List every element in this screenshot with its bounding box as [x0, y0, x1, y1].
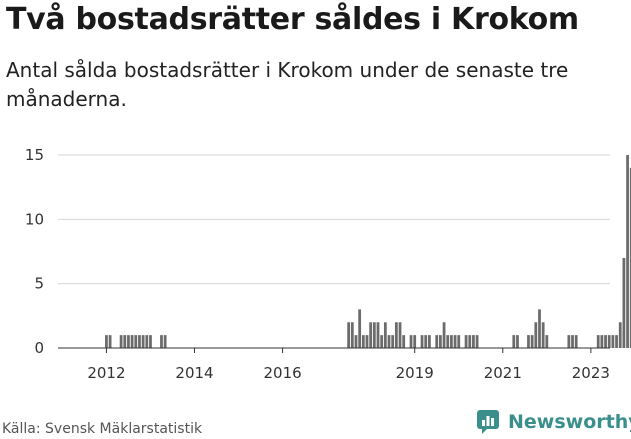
bar	[622, 257, 626, 348]
bar	[457, 335, 461, 348]
y-axis-labels: 0 5 10 15	[25, 146, 44, 357]
bar	[365, 335, 369, 348]
bar	[420, 335, 424, 348]
x-tick-label: 2014	[175, 364, 213, 382]
bar	[607, 335, 611, 348]
x-tick-label: 2021	[484, 364, 522, 382]
bar	[516, 335, 519, 348]
y-tick-label: 15	[25, 146, 44, 164]
bar	[376, 322, 380, 348]
bar	[629, 167, 631, 348]
y-tick-label: 10	[25, 210, 44, 228]
bar	[571, 335, 574, 348]
bar	[402, 335, 406, 348]
bar	[530, 335, 534, 348]
chart-title: Två bostadsrätter såldes i Krokom	[6, 2, 579, 37]
bar	[567, 335, 571, 348]
bar	[453, 335, 457, 348]
x-tick-label: 2012	[87, 364, 125, 382]
bar	[108, 335, 112, 348]
bar	[475, 335, 479, 348]
chart-subtitle: Antal sålda bostadsrätter i Krokom under…	[6, 58, 569, 111]
y-tick-label: 0	[34, 339, 44, 357]
bar	[130, 335, 134, 348]
bar	[123, 335, 127, 348]
bar	[442, 322, 446, 348]
bar	[545, 335, 549, 348]
bar	[138, 335, 141, 348]
bar	[527, 335, 530, 348]
gridlines	[58, 154, 610, 349]
bar	[141, 335, 145, 348]
bar	[611, 335, 615, 348]
bar	[127, 335, 130, 348]
newsworthy-logo-icon	[477, 410, 499, 434]
bar	[439, 335, 442, 348]
bar	[618, 322, 622, 348]
bar	[105, 335, 108, 348]
bar	[600, 335, 604, 348]
bar	[391, 335, 395, 348]
x-tick-label: 2016	[263, 364, 301, 382]
newsworthy-logo[interactable]: Newsworthy	[476, 409, 631, 435]
bar	[435, 335, 439, 348]
bar	[387, 335, 391, 348]
bar	[450, 335, 453, 348]
bar	[369, 322, 373, 348]
bar	[358, 309, 362, 348]
bar	[361, 335, 365, 348]
bar	[409, 335, 413, 348]
bar	[354, 335, 358, 348]
bar	[149, 335, 152, 348]
bars	[105, 155, 631, 348]
bar	[626, 155, 629, 348]
bar	[574, 335, 578, 348]
bar	[512, 335, 516, 348]
bar	[372, 322, 376, 348]
bar	[350, 322, 354, 348]
bar	[472, 335, 475, 348]
bar	[398, 322, 402, 348]
x-tick-label: 2023	[572, 364, 610, 382]
y-tick-label: 5	[34, 275, 44, 293]
bar	[596, 335, 600, 348]
bar	[119, 335, 123, 348]
bar	[538, 309, 541, 348]
bar	[534, 322, 538, 348]
x-tick-label: 2019	[396, 364, 434, 382]
bar	[468, 335, 472, 348]
bar	[163, 335, 167, 348]
bar	[446, 335, 450, 348]
bar	[424, 335, 428, 348]
bar	[464, 335, 468, 348]
source-note: Källa: Svensk Mäklarstatistik	[2, 421, 203, 437]
bar	[615, 335, 618, 348]
bar	[428, 335, 431, 348]
bar	[380, 335, 384, 348]
bar	[413, 335, 417, 348]
bar	[541, 322, 545, 348]
bar	[347, 322, 351, 348]
bar	[604, 335, 607, 348]
brand-name: Newsworthy	[508, 411, 631, 433]
bar	[134, 335, 138, 348]
bar	[394, 322, 398, 348]
bar	[160, 335, 163, 348]
bar	[383, 322, 387, 348]
bar	[145, 335, 149, 348]
x-axis: 2012 2014 2016 2019 2021 2023	[58, 347, 610, 382]
